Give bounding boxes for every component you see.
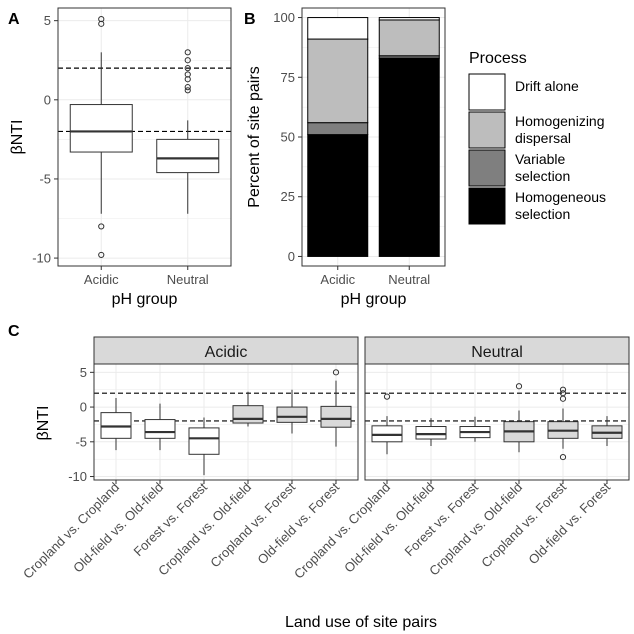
panel-c-y-axis-title: βNTI [35, 406, 52, 441]
bar-neutral-homogeneous-selection [378, 57, 440, 257]
legend-key-drift-alone [468, 73, 506, 111]
panel-b-x-axis-title: pH group [341, 291, 407, 308]
panel-a-y-axis-title: βNTI [9, 120, 26, 155]
panel-a-neutral-outlier-6 [184, 87, 191, 94]
panel-a-neutral-outlier-5 [184, 84, 191, 91]
panel-a-xtick-label-0: Acidic [84, 272, 119, 287]
panel-c-acidic-xtick-label-4: Cropland vs. Forest [207, 479, 298, 570]
panel-c-acidic-frame [93, 363, 359, 481]
panel-b-ytick-label-2: 50 [281, 130, 295, 145]
panel-b-x-ticks: Acidic Neutral [320, 266, 430, 287]
panel-b-y-axis-title: Percent of site pairs [246, 66, 263, 207]
legend-label-homogenizing-dispersal-line-1: dispersal [515, 130, 571, 146]
legend-label-homogenizing-dispersal-line-0: Homogenizing [515, 113, 605, 129]
panel-a-acidic-outlier-1 [98, 20, 105, 27]
panel-c-x-axis-title: Land use of site pairs [285, 614, 437, 631]
panel-c-ytick-label-1: 0 [80, 400, 87, 415]
panel-a-neutral-outlier-4 [184, 76, 191, 83]
panel-b-stacked-bars [307, 17, 440, 257]
legend-label-homogeneous-selection-line-1: selection [515, 206, 570, 222]
panel-b-ytick-label-4: 0 [288, 249, 295, 264]
panel-a-acidic-outlier-2 [98, 223, 105, 230]
legend-title: Process [469, 50, 527, 67]
panel-c-acidic-box-3-box [232, 405, 264, 424]
legend-key-variable-selection [468, 149, 506, 187]
bar-neutral-drift-alone [378, 17, 440, 21]
panel-c-neutral-xtick-label-4: Cropland vs. Forest [478, 479, 569, 570]
bar-acidic-drift-alone [307, 17, 369, 40]
panel-a-neutral-box [156, 138, 220, 174]
panel-a-neutral-outlier-2 [184, 65, 191, 72]
panel-c-acidic-box-4-box [276, 406, 308, 423]
panel-c-acidic-box-1-box [144, 419, 176, 439]
panel-a-acidic-outlier-3 [98, 251, 105, 259]
panel-b-ytick-label-3: 25 [281, 189, 295, 204]
panel-b: 100 75 50 25 0 Acidic Neutral pH group Percen… [246, 7, 606, 308]
legend-key-homogenizing-dispersal [468, 111, 506, 149]
panel-c-neutral-frame [364, 363, 630, 481]
legend-label-variable-selection-line-0: Variable [515, 151, 566, 167]
panel-b-y-ticks: 100 75 50 25 0 [273, 10, 302, 264]
panel-a-acidic-box [69, 104, 133, 153]
panel-c-neutral-box-3-outlier-0 [515, 383, 523, 390]
legend-label-drift-alone-line-0: Drift alone [515, 78, 579, 94]
panel-a: 5 0 -5 -10 Acidic Neutral pH group βNTI [9, 7, 232, 308]
panel-b-xtick-label-1: Neutral [388, 272, 430, 287]
panel-a-neutral-outlier-1 [184, 57, 191, 64]
panel-c-neutral-box-4-outlier-2 [559, 395, 567, 402]
panel-a-xtick-label-1: Neutral [167, 272, 209, 287]
panel-a-x-axis-title: pH group [112, 291, 178, 308]
panel-c-ytick-label-2: -5 [75, 434, 87, 449]
panel-c-acidic-box-2-box [188, 427, 220, 455]
panel-a-frame [57, 7, 232, 267]
panel-c-neutral-box-4-outlier-0 [559, 386, 567, 393]
panel-c-acidic-strip [93, 336, 359, 365]
panel-a-ytick-label-1: 0 [44, 92, 51, 107]
panel-b-ytick-label-0: 100 [273, 10, 295, 25]
panel-a-x-ticks: Acidic Neutral [84, 266, 209, 287]
panel-c-neutral-xtick-label-5: Old-field vs. Forest [525, 479, 613, 567]
panel-b-ytick-label-1: 75 [281, 70, 295, 85]
panel-c-neutral-strip-title: Neutral [471, 344, 523, 361]
legend-label-variable-selection-line-1: selection [515, 168, 570, 184]
bar-acidic-variable-selection [307, 122, 369, 136]
panel-c-ytick-label-0: 5 [80, 365, 87, 380]
panel-c-acidic-box-5-box [320, 405, 352, 428]
panel-c-acidic-xtick-label-5: Old-field vs. Forest [254, 479, 342, 567]
panel-c-neutral-strip [364, 336, 630, 365]
panel-a-ytick-label-0: 5 [44, 13, 51, 28]
panel-a-neutral-outlier-0 [184, 49, 191, 56]
panel-c-ytick-label-3: -10 [68, 469, 87, 484]
legend-key-homogeneous-selection [468, 187, 506, 225]
panel-label-b: B [244, 11, 256, 28]
panel-a-ytick-label-2: -5 [39, 171, 51, 186]
panel-c-neutral-box-0-outlier-0 [383, 393, 391, 400]
panel-b-xtick-label-0: Acidic [320, 272, 355, 287]
panel-a-ytick-label-3: -10 [32, 251, 51, 266]
panel-c-neutral-box-4-outlier-3 [559, 453, 567, 461]
panel-c-acidic-box-5-outlier-0 [332, 369, 340, 376]
bar-acidic-homogenizing-dispersal [307, 38, 369, 124]
panel-c-y-ticks: 5 0 -5 -10 [68, 365, 94, 484]
bar-neutral-homogenizing-dispersal [378, 19, 440, 57]
panel-a-y-ticks: 5 0 -5 -10 [32, 13, 58, 266]
panel-c-neutral-box-1-box [415, 426, 447, 440]
panel-label-c: C [8, 323, 20, 340]
panel-c-acidic-strip-title: Acidic [205, 344, 248, 361]
panel-a-boxplots [69, 15, 220, 259]
legend-label-homogeneous-selection-line-0: Homogeneous [515, 189, 606, 205]
panel-label-a: A [8, 11, 20, 28]
bar-acidic-homogeneous-selection [307, 134, 369, 257]
